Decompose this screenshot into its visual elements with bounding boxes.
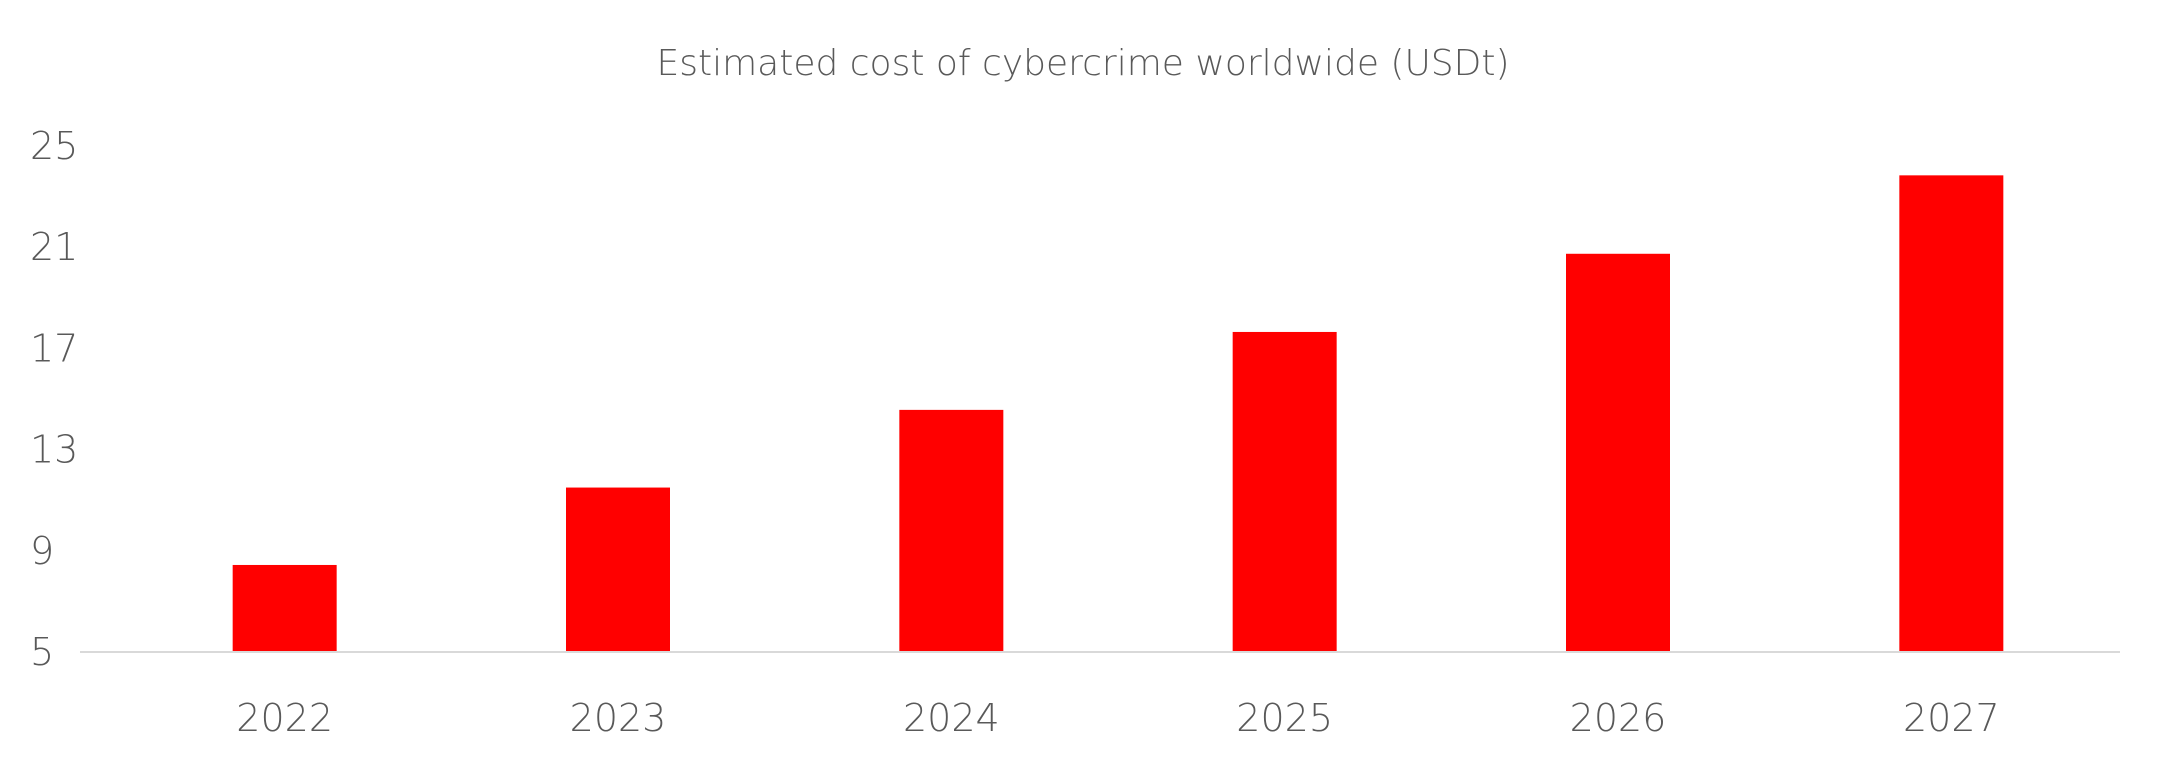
x-tick-label: 2026	[1570, 696, 1667, 740]
y-axis: 5 9 13 17 21 25	[30, 124, 78, 674]
x-tick-label: 2027	[1903, 696, 2000, 740]
x-tick-label: 2023	[570, 696, 667, 740]
y-tick-label: 21	[30, 225, 78, 269]
bar-2025	[1232, 331, 1337, 652]
x-tick-label: 2025	[1236, 696, 1333, 740]
chart-title: Estimated cost of cybercrime worldwide (…	[656, 43, 1509, 84]
y-tick-label: 13	[30, 428, 78, 472]
bar-2022	[232, 564, 337, 652]
x-tick-label: 2022	[236, 696, 333, 740]
y-tick-label: 25	[30, 124, 78, 168]
y-tick-label: 5	[30, 630, 54, 674]
y-tick-label: 9	[30, 529, 54, 573]
y-tick-label: 17	[30, 326, 78, 370]
x-axis: 2022 2023 2024 2025 2026 2027	[236, 696, 1999, 740]
bar-2026	[1566, 253, 1670, 652]
bar-2024	[899, 409, 1004, 652]
x-tick-label: 2024	[903, 696, 1000, 740]
bars	[232, 175, 2004, 652]
bar-2023	[566, 487, 670, 652]
bar-2027	[1899, 175, 2004, 652]
